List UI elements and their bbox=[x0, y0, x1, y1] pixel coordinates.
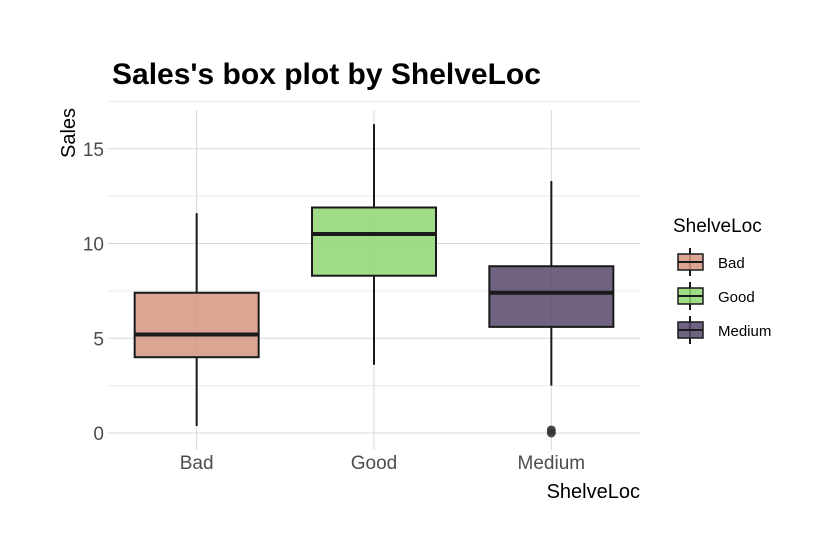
x-tick-label: Bad bbox=[180, 453, 214, 474]
legend: ShelveLoc Bad Good Medium bbox=[673, 216, 771, 344]
legend-title: ShelveLoc bbox=[673, 216, 762, 237]
y-tick-label: 15 bbox=[83, 140, 104, 161]
x-tick-label: Medium bbox=[518, 453, 586, 474]
outlier-point bbox=[546, 425, 556, 435]
x-axis-title: ShelveLoc bbox=[547, 481, 640, 503]
legend-label: Medium bbox=[718, 323, 771, 340]
y-tick-label: 5 bbox=[93, 329, 104, 350]
x-axis-ticks: Bad Good Medium bbox=[180, 453, 585, 474]
y-axis-ticks: 0 5 10 15 bbox=[83, 140, 104, 445]
box-medium bbox=[488, 180, 615, 438]
legend-item-bad: Bad bbox=[677, 248, 745, 276]
box-good bbox=[311, 124, 437, 365]
box-iqr bbox=[311, 206, 437, 277]
y-axis-title: Sales bbox=[58, 108, 80, 158]
box-iqr bbox=[133, 291, 260, 359]
legend-item-good: Good bbox=[677, 282, 755, 310]
x-tick-label: Good bbox=[351, 453, 397, 474]
chart-title: Sales's box plot by ShelveLoc bbox=[112, 58, 541, 91]
box-iqr bbox=[488, 265, 615, 328]
legend-label: Bad bbox=[718, 255, 745, 272]
legend-item-medium: Medium bbox=[677, 316, 771, 344]
y-tick-label: 0 bbox=[93, 424, 104, 445]
box-bad bbox=[133, 213, 260, 426]
y-tick-label: 10 bbox=[83, 235, 104, 256]
legend-label: Good bbox=[718, 289, 755, 306]
boxes bbox=[133, 124, 615, 438]
